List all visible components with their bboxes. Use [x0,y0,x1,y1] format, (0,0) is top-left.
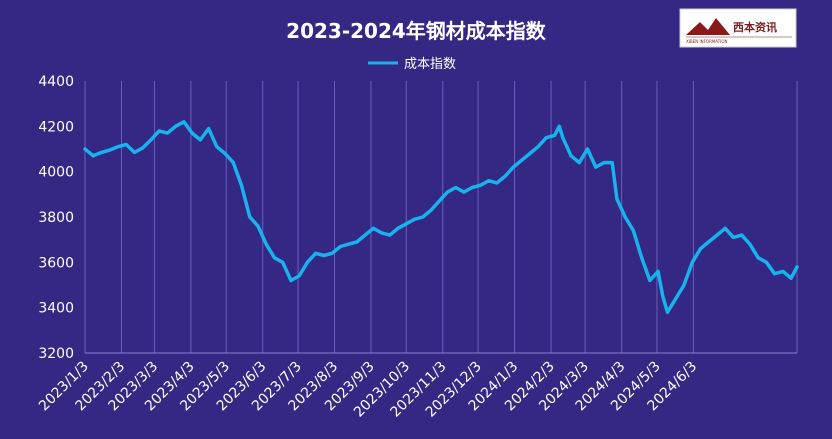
logo-sub-text: XIBEN INFORMATION [686,39,728,44]
grid-lines [84,81,798,353]
y-tick-label: 3600 [38,255,74,271]
mountain-snow-icon [700,18,716,26]
legend: 成本指数 [368,57,456,72]
legend-label: 成本指数 [404,57,456,72]
y-axis-ticks: 3200 3400 3600 3800 4000 4200 4400 [38,74,74,362]
y-tick-label: 4200 [38,119,74,135]
y-tick-label: 3200 [38,346,74,362]
mountain-icon [686,18,730,35]
logo-brand-text: 西本资讯 [733,20,777,34]
y-tick-label: 3400 [38,301,74,317]
chart-title: 2023-2024年钢材成本指数 [286,19,547,43]
y-tick-label: 3800 [38,210,74,226]
y-tick-label: 4000 [38,165,74,181]
series-line-cost-index [83,120,799,314]
y-tick-label: 4400 [38,74,74,90]
brand-logo: 西本资讯 XIBEN INFORMATION [679,8,797,48]
series-layer [83,120,799,314]
